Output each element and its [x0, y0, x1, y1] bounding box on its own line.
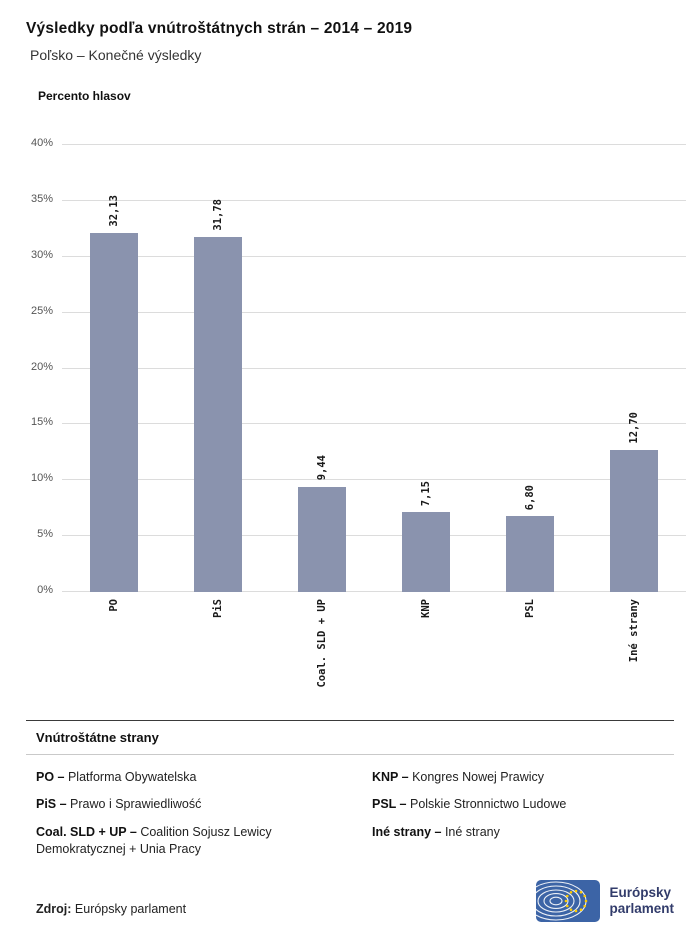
bar-value-label: 32,13: [108, 195, 120, 227]
gridline: 25%: [31, 305, 686, 317]
bar-value-label: 9,44: [316, 455, 328, 481]
gridline: 10%: [31, 472, 686, 484]
source-label: Zdroj:: [36, 902, 72, 916]
source-value: Európsky parlament: [74, 902, 187, 916]
bar-pis: [194, 236, 242, 592]
legend-term: PO –: [36, 770, 65, 784]
legend-column-left: PO – Platforma Obywatelska PiS – Prawo i …: [36, 769, 362, 868]
bar-knp: [402, 512, 450, 592]
chart-subtitle: Poľsko – Konečné výsledky: [30, 47, 202, 63]
gridline: 15%: [31, 416, 686, 428]
legend-definition: Coalition Sojusz Lewicy Demokratycznej +…: [36, 824, 272, 856]
gridline: 5%: [37, 528, 686, 540]
legend-section: Vnútroštátne strany PO – Platforma Obywa…: [26, 720, 674, 868]
legend-item: PO – Platforma Obywatelska: [36, 769, 362, 786]
bar-po: [90, 232, 138, 592]
y-axis-tick-label: 40%: [30, 137, 53, 149]
y-axis-tick-label: 0%: [37, 584, 53, 596]
european-parliament-logo: Európsky parlament: [536, 880, 674, 922]
x-axis-category-label: PO: [108, 599, 120, 612]
y-axis-tick-label: 10%: [30, 472, 53, 485]
y-axis-tick-label: 25%: [30, 304, 53, 317]
y-axis-title: Percento hlasov: [38, 89, 131, 103]
footer: Zdroj: Európsky parlament: [0, 880, 700, 922]
y-axis-tick-label: 5%: [37, 528, 53, 541]
legend-item: Iné strany – Iné strany: [372, 824, 664, 841]
chart-title: Výsledky podľa vnútroštátnych strán – 20…: [26, 20, 413, 37]
legend-heading: Vnútroštátne strany: [36, 730, 159, 745]
legend-item: PiS – Prawo i Sprawiedliwość: [36, 796, 362, 813]
y-axis-tick-label: 20%: [30, 360, 53, 373]
source-line: Zdroj: Európsky parlament: [36, 902, 186, 922]
legend-items: PO – Platforma Obywatelska PiS – Prawo i …: [26, 755, 674, 868]
gridline: 30%: [31, 249, 686, 261]
legend-definition: Platforma Obywatelska: [64, 770, 197, 784]
gridline: 35%: [31, 193, 686, 205]
bar-value-label: 6,80: [524, 484, 536, 511]
y-axis-tick-label: 30%: [30, 248, 53, 261]
legend-term: PiS –: [36, 797, 67, 812]
legend-definition: Polskie Stronnictwo Ludowe: [406, 797, 567, 812]
header: Výsledky podľa vnútroštátnych strán – 20…: [0, 0, 700, 63]
gridline: 0%: [37, 584, 686, 596]
bar-coal-sld-up: [298, 486, 346, 592]
x-axis-category-label: PSL: [524, 599, 536, 618]
ep-logo-icon: [536, 880, 601, 922]
gridline: 40%: [31, 137, 686, 149]
bar-value-label: 31,78: [212, 199, 224, 231]
ep-logo-text: Európsky parlament: [609, 885, 674, 916]
gridline: 20%: [31, 361, 686, 373]
x-axis-category-label: Iné strany: [628, 599, 640, 663]
x-axis-category-label: Coal. SLD + UP: [316, 599, 328, 688]
legend-definition: Prawo i Sprawiedliwość: [66, 797, 202, 812]
x-axis-labels: PO PiS Coal. SLD + UP KNP PSL Iné strany: [62, 592, 686, 704]
y-axis-tick-label: 35%: [30, 192, 53, 205]
x-axis-category-label: KNP: [420, 599, 432, 618]
legend-term: Coal. SLD + UP –: [36, 824, 137, 839]
bar-value-label: 7,15: [420, 480, 432, 507]
y-axis-tick-label: 15%: [30, 416, 53, 429]
ep-logo-text-line2: parlament: [609, 901, 674, 916]
legend-divider-bottom: [26, 754, 674, 755]
legend-term: Iné strany –: [372, 824, 442, 839]
legend-definition: Kongres Nowej Prawicy: [408, 770, 545, 784]
legend-definition: Iné strany: [441, 824, 500, 839]
ep-logo-text-line1: Európsky: [609, 885, 671, 901]
legend-column-right: KNP – Kongres Nowej Prawicy PSL – Polskie…: [372, 769, 664, 868]
bar-in-strany: [610, 450, 658, 592]
legend-item: Coal. SLD + UP – Coalition Sojusz Lewicy…: [36, 824, 362, 859]
bar-chart: 0% 5% 10% 15% 20% 25% 30% 35% 40% 32,13 31,78 9,44 7…: [31, 137, 686, 704]
legend-term: PSL –: [372, 797, 407, 812]
legend-divider-top: [26, 720, 674, 721]
x-axis-category-label: PiS: [212, 599, 224, 618]
plot-area: 0% 5% 10% 15% 20% 25% 30% 35% 40% 32,13 31,78 9,44 7…: [31, 137, 686, 596]
legend-item: PSL – Polskie Stronnictwo Ludowe: [372, 796, 664, 813]
bar-psl: [506, 516, 554, 592]
bar-value-label: 12,70: [628, 412, 640, 445]
legend-item: KNP – Kongres Nowej Prawicy: [372, 769, 664, 786]
legend-term: KNP –: [372, 770, 409, 784]
eu-stars: [565, 889, 588, 913]
